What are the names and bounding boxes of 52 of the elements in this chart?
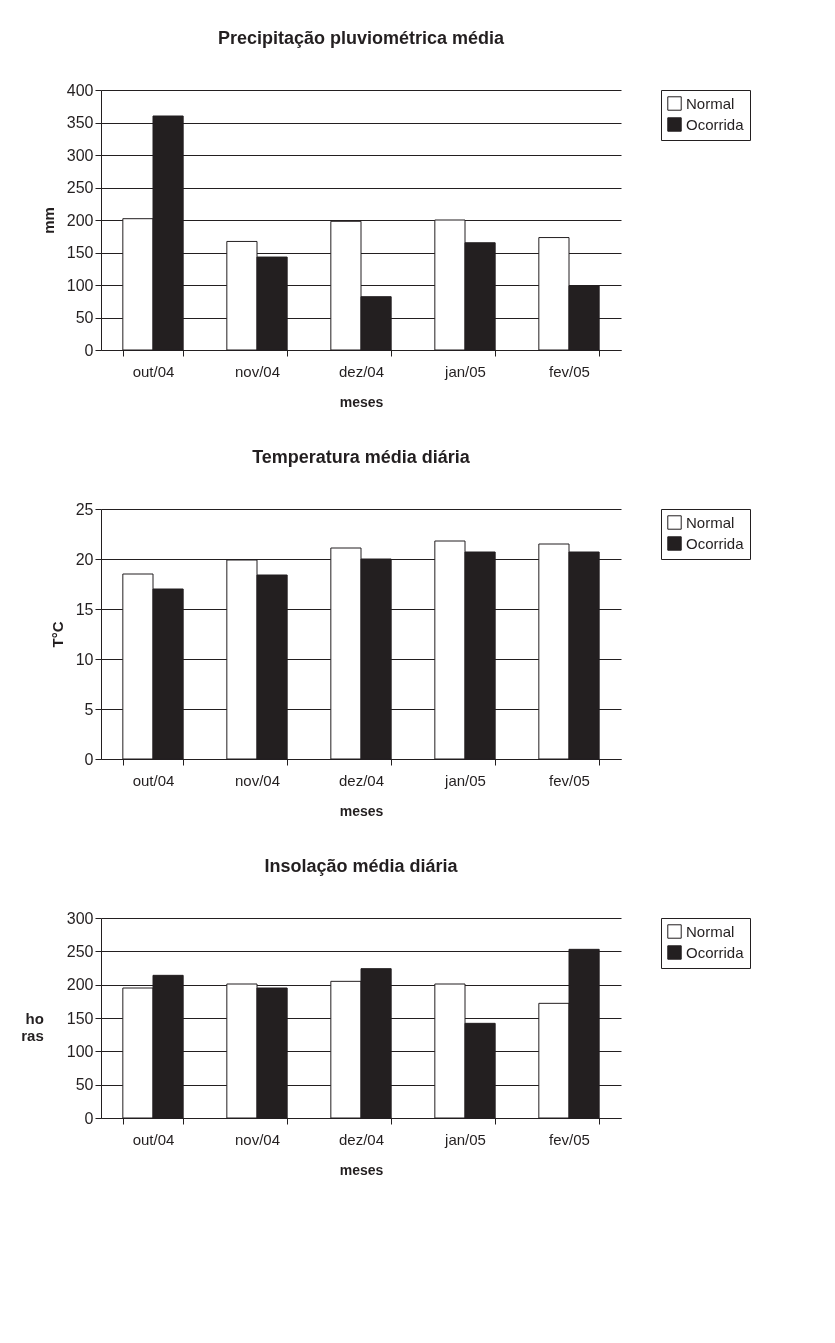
y-tick-label: 25 xyxy=(75,500,94,518)
x-tick-label: jan/05 xyxy=(444,1130,486,1148)
x-tick-label: fev/05 xyxy=(549,362,590,380)
chart-title: Precipitação pluviométrica média xyxy=(217,28,506,48)
y-axis-title: mm xyxy=(39,207,57,234)
x-axis-title: meses xyxy=(339,1161,384,1178)
y-tick-label: 150 xyxy=(66,1009,94,1027)
legend-label: Normal xyxy=(686,513,735,531)
x-tick-label: jan/05 xyxy=(444,771,486,789)
y-tick-label: 350 xyxy=(66,114,94,131)
y-tick-label: 200 xyxy=(66,976,94,994)
chart-title: Temperatura média diária xyxy=(252,447,471,467)
y-tick-label: 50 xyxy=(75,309,94,326)
legend-label: Normal xyxy=(686,922,735,940)
x-tick-label: out/04 xyxy=(132,771,175,789)
x-tick-label: out/04 xyxy=(132,362,175,380)
y-tick-label: 0 xyxy=(84,750,94,768)
x-tick-label: dez/04 xyxy=(338,362,385,380)
y-tick-label: 20 xyxy=(75,550,94,568)
y-tick-label: 150 xyxy=(66,244,94,261)
y-tick-label: 100 xyxy=(66,276,94,294)
x-axis-title: meses xyxy=(339,802,384,819)
legend-label: Ocorrida xyxy=(686,534,745,552)
y-tick-label: 400 xyxy=(66,81,94,99)
y-axis-title: T°C xyxy=(48,621,66,648)
x-tick-label: dez/04 xyxy=(338,1130,385,1148)
y-tick-label: 300 xyxy=(66,909,94,927)
y-tick-label: 50 xyxy=(75,1076,94,1094)
x-tick-label: nov/04 xyxy=(234,362,281,380)
x-tick-label: nov/04 xyxy=(234,771,281,789)
chart-title: Insolação média diária xyxy=(264,856,459,876)
y-tick-label: 0 xyxy=(84,1109,94,1127)
y-tick-label: 250 xyxy=(66,179,94,196)
x-tick-label: dez/04 xyxy=(338,771,385,789)
y-tick-label: 0 xyxy=(84,341,94,359)
legend-label: Ocorrida xyxy=(686,115,745,133)
y-tick-label: 15 xyxy=(75,600,94,618)
x-tick-label: fev/05 xyxy=(549,771,590,789)
y-tick-label: 10 xyxy=(75,650,94,668)
x-tick-label: jan/05 xyxy=(444,362,486,380)
x-tick-label: nov/04 xyxy=(234,1130,281,1148)
legend-label: Ocorrida xyxy=(686,943,745,961)
x-tick-label: fev/05 xyxy=(549,1130,590,1148)
y-tick-label: 5 xyxy=(84,700,94,718)
x-tick-label: out/04 xyxy=(132,1130,175,1148)
y-tick-label: 250 xyxy=(66,942,94,960)
legend-label: Normal xyxy=(686,94,735,112)
y-tick-label: 200 xyxy=(66,211,94,229)
y-tick-label: 100 xyxy=(66,1042,94,1060)
y-axis-title: ho ras xyxy=(21,1009,44,1044)
y-tick-label: 300 xyxy=(66,146,94,164)
x-axis-title: meses xyxy=(339,393,384,410)
